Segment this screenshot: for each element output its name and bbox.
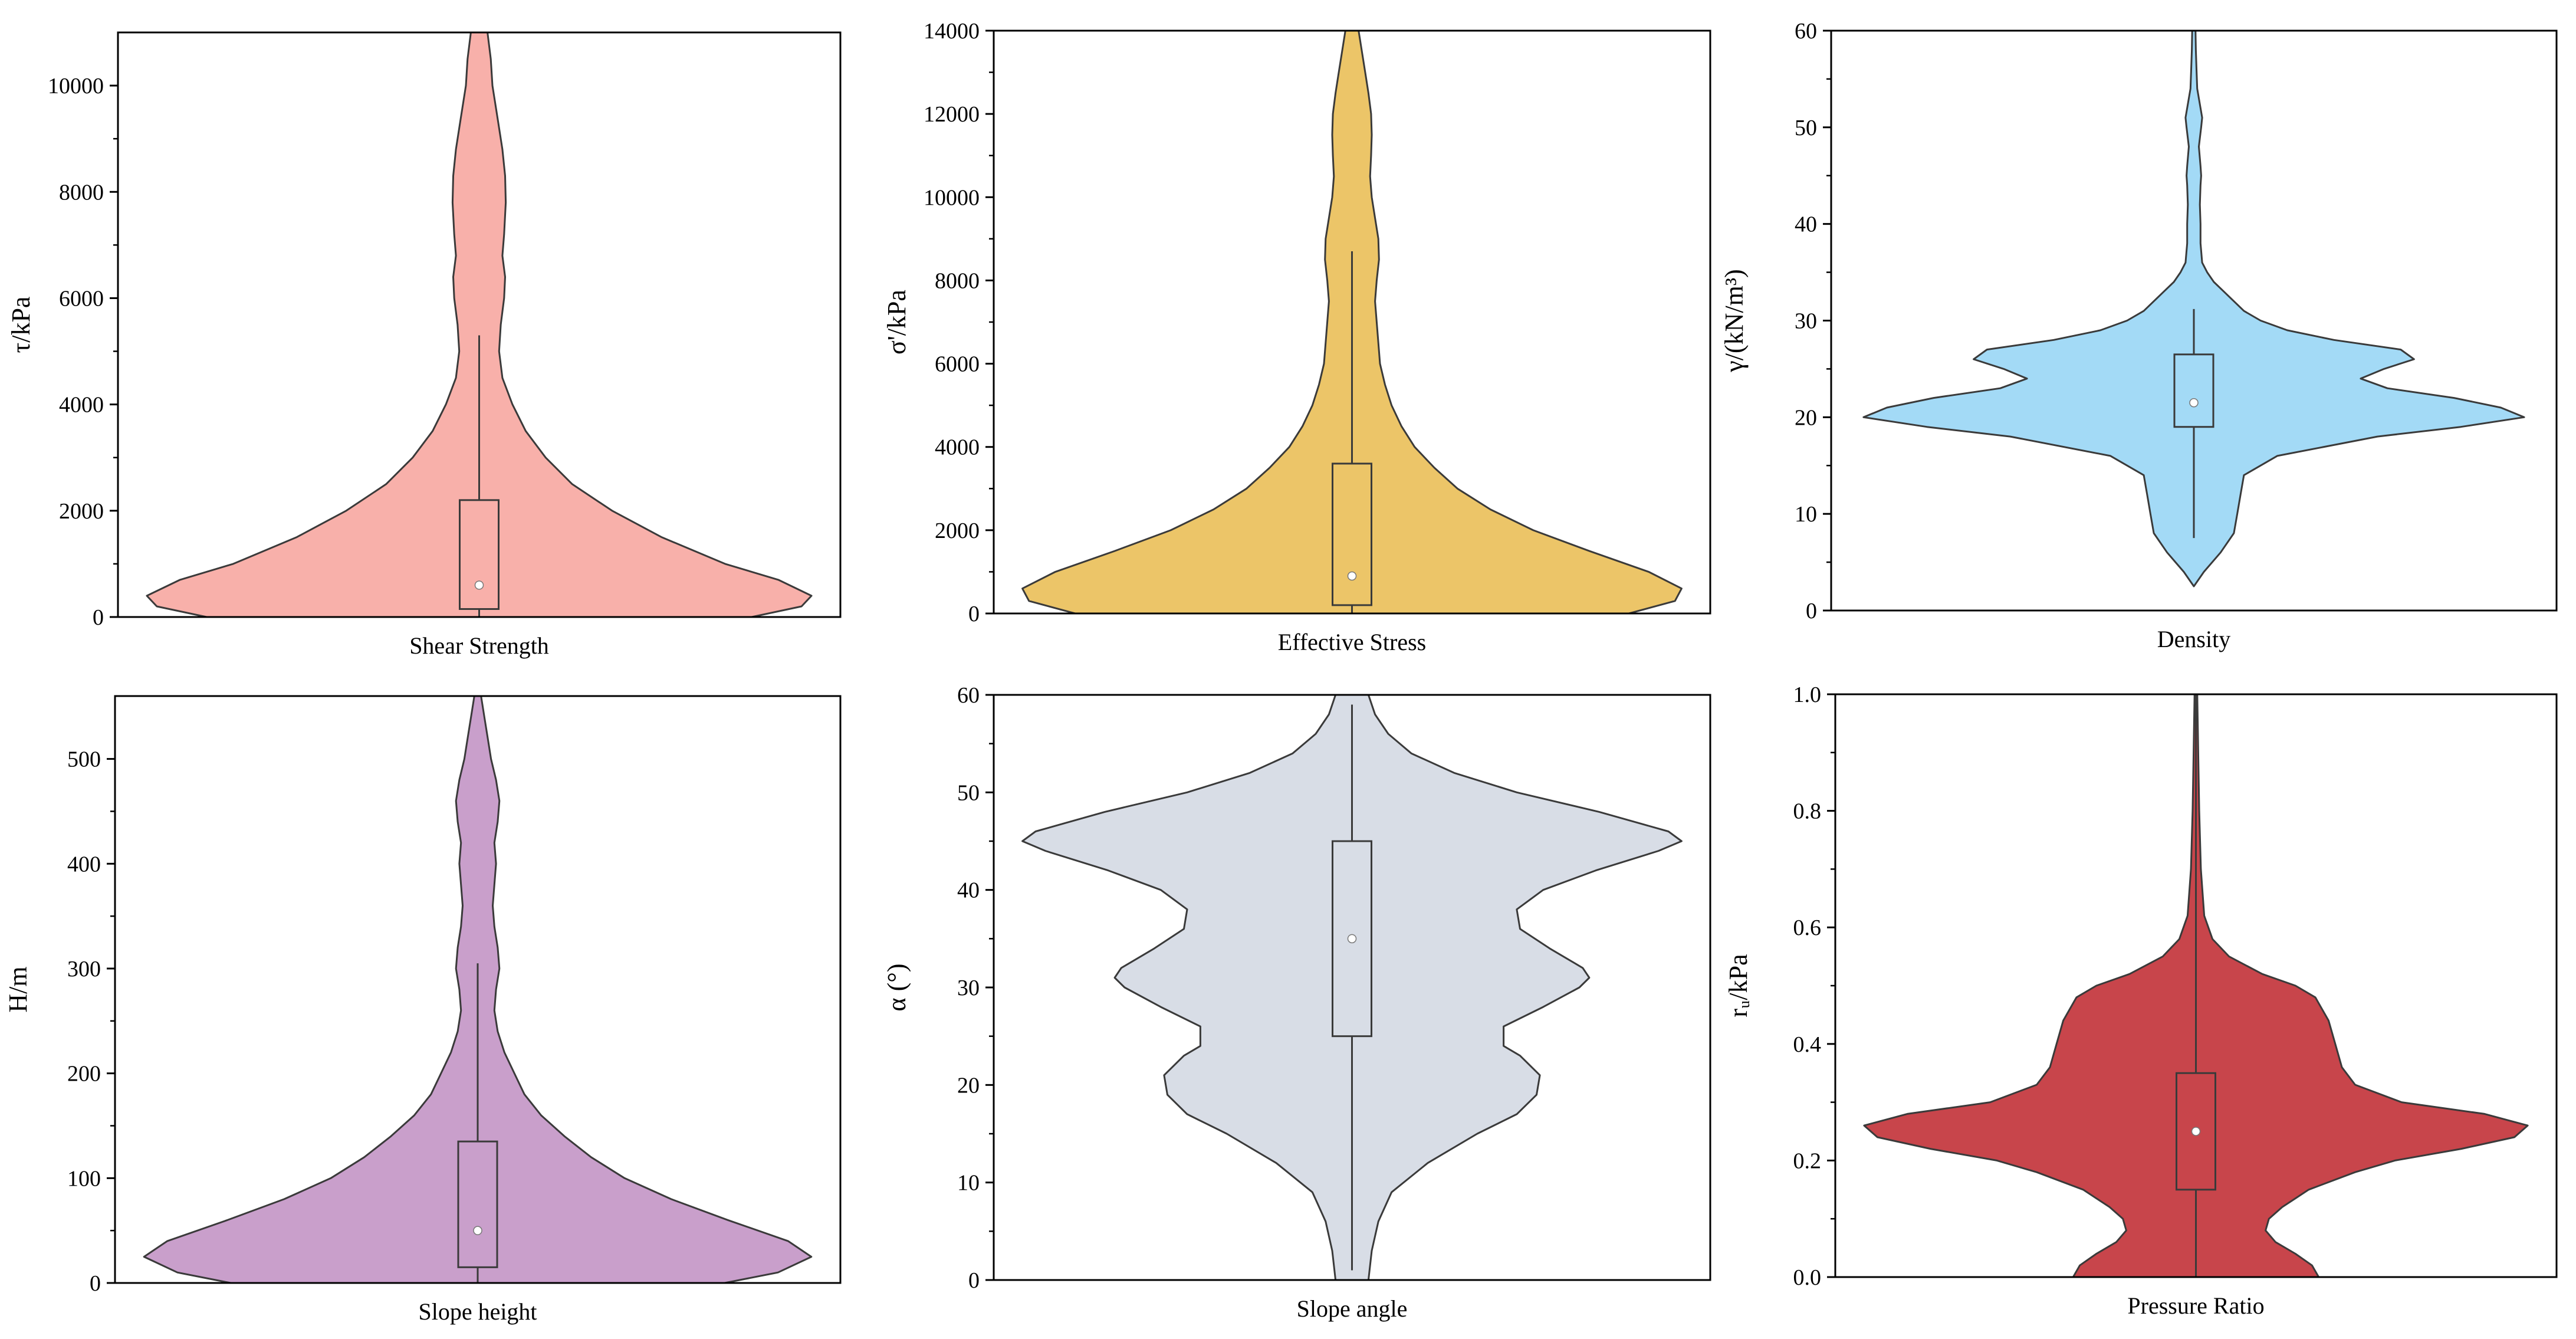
iqr-box: [459, 499, 500, 610]
y-tick-label: 10: [1795, 502, 1817, 527]
violin-body: [1862, 31, 2525, 588]
x-axis-label: Slope height: [418, 1298, 537, 1325]
x-axis-label: Density: [2157, 626, 2230, 652]
x-axis-label: Slope angle: [1297, 1295, 1408, 1322]
y-tick-label: 1.0: [1793, 682, 1822, 707]
violin-panel-5: 0 10 20 30 40 50 60 Slope angle α (°): [882, 683, 1711, 1322]
y-tick-label: 4000: [935, 435, 980, 460]
iqr-box: [2173, 353, 2214, 428]
y-tick-label: 0.6: [1793, 915, 1822, 940]
y-tick-label: 6000: [935, 352, 980, 377]
iqr-box: [1332, 840, 1372, 1038]
y-tick-label: 100: [67, 1166, 101, 1191]
y-tick-label: 0: [968, 602, 980, 626]
y-axis-label: τ/kPa: [6, 297, 35, 353]
y-tick-label: 4000: [59, 393, 104, 418]
plot-frame: [114, 695, 842, 1284]
y-axis-label: H/m: [4, 966, 32, 1012]
y-tick-label: 400: [67, 852, 101, 877]
y-tick-label: 60: [1795, 19, 1817, 44]
median-dot: [1347, 571, 1357, 581]
y-tick-label: 12000: [924, 102, 980, 127]
y-tick-label: 0: [93, 605, 104, 630]
y-tick-label: 60: [957, 683, 980, 708]
median-dot: [473, 1226, 482, 1235]
violin-panel-3: 0 10 20 30 40 50 60 Density γ/(kN/m³): [1720, 19, 2558, 652]
x-axis-label: Shear Strength: [409, 632, 549, 659]
y-tick-label: 8000: [59, 180, 104, 205]
y-tick-label: 0.4: [1793, 1032, 1822, 1057]
y-tick-label: 14000: [924, 19, 980, 44]
y-tick-label: 50: [957, 780, 980, 805]
y-tick-label: 10000: [924, 185, 980, 210]
y-tick-label: 50: [1795, 116, 1817, 140]
y-tick-label: 0.0: [1793, 1265, 1822, 1290]
iqr-box: [1332, 462, 1372, 606]
median-dot: [2189, 398, 2199, 408]
y-axis-label: γ/(kN/m³): [1720, 269, 1749, 372]
y-tick-label: 300: [67, 957, 101, 982]
y-axis-label: α (°): [882, 964, 911, 1012]
violin-panel-4: 0 100 200 300 400 500 Slope height H/m: [4, 695, 842, 1325]
y-tick-label: 2000: [59, 499, 104, 524]
y-axis-label: σ'/kPa: [882, 290, 911, 355]
violin-panel-1: 0 2000 4000 6000 8000 10000 Shear Strength τ/kP…: [6, 31, 842, 659]
y-tick-label: 0.8: [1793, 799, 1822, 824]
y-tick-label: 20: [1795, 405, 1817, 430]
y-tick-label: 30: [957, 976, 980, 1000]
y-tick-label: 2000: [935, 518, 980, 543]
y-tick-label: 10000: [48, 74, 104, 99]
violin-body: [146, 32, 813, 617]
violin-panel-2: 0 2000 4000 6000 8000 10000 12000 14000 Effectiv…: [882, 19, 1711, 655]
x-axis-label: Effective Stress: [1278, 629, 1426, 655]
y-tick-label: 8000: [935, 268, 980, 293]
violin-panel-6: 0.0 0.2 0.4 0.6 0.8 1.0 Pressure Ratio rᵤ/kPa: [1724, 682, 2558, 1319]
y-tick-label: 0: [968, 1268, 980, 1293]
median-dot: [474, 580, 484, 590]
median-dot: [1347, 934, 1357, 944]
y-tick-label: 0: [90, 1271, 101, 1296]
y-tick-label: 40: [1795, 212, 1817, 237]
iqr-box: [457, 1140, 498, 1268]
plot-frame: [117, 31, 842, 618]
y-tick-label: 30: [1795, 309, 1817, 334]
y-tick-label: 0: [1806, 599, 1817, 623]
y-tick-label: 20: [957, 1073, 980, 1098]
y-tick-label: 40: [957, 878, 980, 903]
y-tick-label: 6000: [59, 286, 104, 311]
median-dot: [2191, 1127, 2201, 1136]
y-tick-label: 500: [67, 747, 101, 772]
x-axis-label: Pressure Ratio: [2127, 1292, 2264, 1319]
y-tick-label: 0.2: [1793, 1148, 1822, 1173]
y-tick-label: 200: [67, 1062, 101, 1087]
y-axis-label: rᵤ/kPa: [1724, 954, 1753, 1017]
y-tick-label: 10: [957, 1171, 980, 1196]
